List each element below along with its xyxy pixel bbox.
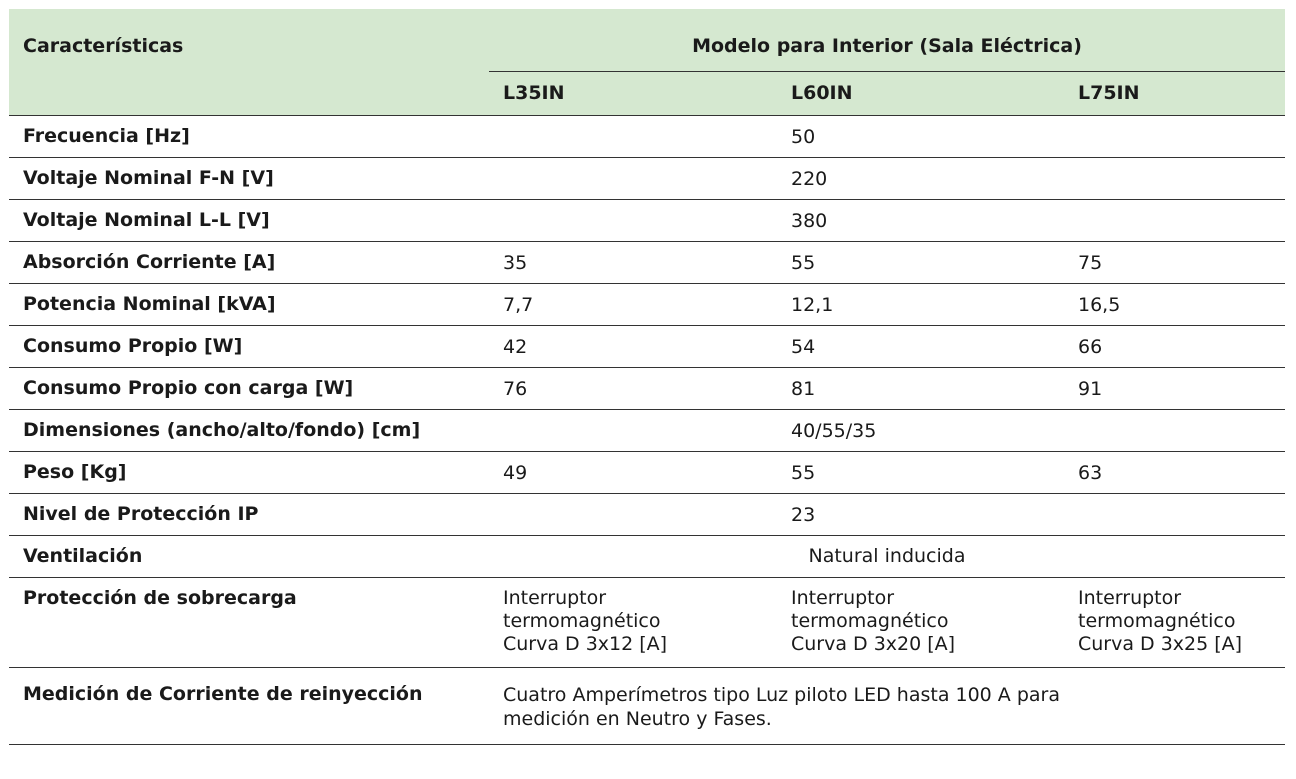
table-row: Consumo Propio con carga [W] 76 81 91 [9,368,1285,410]
row-value-l75in: Interruptor termomagnético Curva D 3x25 … [1078,587,1243,655]
row-value-l75in: 63 [1078,462,1103,484]
header-divider [489,71,1285,72]
header-model-l75in: L75IN [1078,82,1140,104]
row-label: Protección de sobrecarga [23,587,297,609]
row-value-l35in: 76 [503,378,528,400]
row-value-l75in: 66 [1078,336,1103,358]
table-row: Voltaje Nominal F-N [V] 220 [9,158,1285,200]
row-value-l60in: 81 [791,378,816,400]
row-value-l75in: 75 [1078,252,1103,274]
table-row: Ventilación Natural inducida [9,536,1285,578]
row-value-l60in: Interruptor termomagnético Curva D 3x20 … [791,587,956,655]
table-row: Dimensiones (ancho/alto/fondo) [cm] 40/5… [9,410,1285,452]
spec-table: Características Modelo para Interior (Sa… [9,9,1285,745]
table-row: Protección de sobrecarga Interruptor ter… [9,578,1285,668]
row-value-l60in: 12,1 [791,294,834,316]
row-label: Medición de Corriente de reinyección [23,683,423,705]
header-model-l60in: L60IN [791,82,853,104]
row-label: Potencia Nominal [kVA] [23,293,276,315]
row-label: Nivel de Protección IP [23,503,259,525]
table-row: Potencia Nominal [kVA] 7,7 12,1 16,5 [9,284,1285,326]
row-value-l60in: 54 [791,336,816,358]
row-label: Dimensiones (ancho/alto/fondo) [cm] [23,419,421,441]
row-value-l35in: 7,7 [503,294,534,316]
row-label: Voltaje Nominal F-N [V] [23,167,274,189]
row-value: 23 [791,504,816,526]
row-label: Frecuencia [Hz] [23,125,190,147]
row-value: 380 [791,210,828,232]
row-value: 50 [791,126,816,148]
table-row: Medición de Corriente de reinyección Cua… [9,668,1285,745]
row-label: Consumo Propio con carga [W] [23,377,354,399]
header-characteristics: Características [23,35,184,57]
table-row: Frecuencia [Hz] 50 [9,116,1285,158]
row-value-l35in: 35 [503,252,528,274]
row-value: 40/55/35 [791,420,877,442]
table-header: Características Modelo para Interior (Sa… [9,9,1285,116]
row-value-l60in: 55 [791,252,816,274]
row-label: Voltaje Nominal L-L [V] [23,209,270,231]
row-value-l35in: Interruptor termomagnético Curva D 3x12 … [503,587,668,655]
row-value-spanning: Natural inducida [808,545,966,567]
header-model-l35in: L35IN [503,82,565,104]
row-value: Cuatro Amperímetros tipo Luz piloto LED … [503,684,1061,730]
table-row: Nivel de Protección IP 23 [9,494,1285,536]
table-row: Consumo Propio [W] 42 54 66 [9,326,1285,368]
table-row: Peso [Kg] 49 55 63 [9,452,1285,494]
row-value-l75in: 16,5 [1078,294,1121,316]
row-label: Consumo Propio [W] [23,335,243,357]
table-row: Absorción Corriente [A] 35 55 75 [9,242,1285,284]
row-value-l35in: 49 [503,462,528,484]
header-model-group: Modelo para Interior (Sala Eléctrica) [692,35,1082,57]
row-value-l75in: 91 [1078,378,1103,400]
row-label: Ventilación [23,545,143,567]
row-value: 220 [791,168,828,190]
row-value-l60in: 55 [791,462,816,484]
row-value-l35in: 42 [503,336,528,358]
table-row: Voltaje Nominal L-L [V] 380 [9,200,1285,242]
row-label: Peso [Kg] [23,461,127,483]
row-label: Absorción Corriente [A] [23,251,276,273]
